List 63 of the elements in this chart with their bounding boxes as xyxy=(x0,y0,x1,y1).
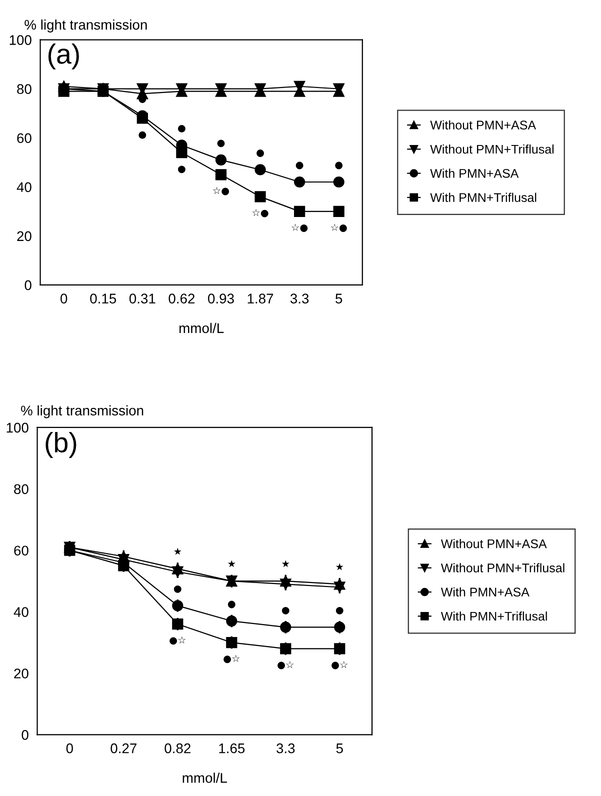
legend-label: With PMN+Triflusal xyxy=(440,611,547,621)
x-tick-label: 3.3 xyxy=(276,743,295,754)
data-label: ●☆ xyxy=(332,660,348,670)
y-tick-label: 60 xyxy=(17,133,32,144)
legend-label: With PMN+Triflusal xyxy=(430,192,536,202)
data-label: ★ xyxy=(174,548,182,555)
data-label: ● xyxy=(174,585,182,593)
data-label: ☆● xyxy=(330,224,347,232)
legend-label: Without PMN+ASA xyxy=(430,120,536,130)
data-label: ☆● xyxy=(292,224,308,232)
x-tick-label: 5 xyxy=(336,294,342,304)
data-label: ● xyxy=(178,166,186,174)
y-tick-label: 0 xyxy=(24,280,32,290)
y-axis-title: % light transmission xyxy=(21,405,144,418)
x-tick-label: 3.3 xyxy=(290,294,309,304)
legend-label: Without PMN+Triflusal xyxy=(430,144,554,154)
data-label: ● xyxy=(282,606,290,614)
data-label: ● xyxy=(296,162,304,170)
y-tick-label: 20 xyxy=(14,668,28,678)
data-label: ● xyxy=(335,162,343,170)
y-tick-label: 80 xyxy=(14,484,28,494)
data-label: ★ xyxy=(282,560,290,568)
y-tick-label: 20 xyxy=(17,231,32,242)
data-label: ● xyxy=(217,140,225,148)
y-tick-label: 100 xyxy=(6,422,28,433)
y-tick-label: 80 xyxy=(17,84,32,94)
y-tick-label: 0 xyxy=(22,730,28,740)
chart-title: (b) xyxy=(46,432,76,458)
data-label: ☆● xyxy=(252,209,268,218)
x-tick-label: 1.87 xyxy=(248,294,274,304)
data-label: ●☆ xyxy=(224,654,240,664)
x-tick-label: 0 xyxy=(60,294,68,304)
legend-label: With PMN+ASA xyxy=(440,587,530,597)
x-tick-label: 0.82 xyxy=(164,743,190,754)
data-label: ● xyxy=(178,125,186,132)
data-label: ● xyxy=(228,600,236,608)
legend-label: Without PMN+ASA xyxy=(440,539,547,548)
x-axis-title: mmol/L xyxy=(179,322,224,334)
data-label: ★ xyxy=(336,563,344,570)
x-tick-label: 0.62 xyxy=(168,294,195,304)
x-tick-label: 0.93 xyxy=(208,294,234,304)
x-axis-title: mmol/L xyxy=(182,772,227,783)
data-label: ● xyxy=(138,131,146,139)
y-tick-label: 40 xyxy=(16,182,32,192)
x-tick-label: 0.31 xyxy=(129,294,156,304)
data-label: ● xyxy=(336,606,344,614)
x-tick-label: 0.15 xyxy=(90,294,116,304)
x-tick-label: 5 xyxy=(336,744,343,754)
y-tick-label: 60 xyxy=(14,546,28,556)
y-tick-label: 100 xyxy=(10,35,32,45)
legend-label: With PMN+ASA xyxy=(430,168,519,178)
data-label: ●☆ xyxy=(278,660,294,670)
y-tick-label: 40 xyxy=(14,607,28,617)
data-label: ●☆ xyxy=(170,636,186,645)
data-label: ● xyxy=(256,150,264,157)
chart-title: (a) xyxy=(48,43,79,70)
data-label: ★ xyxy=(228,560,236,568)
data-label: ☆● xyxy=(213,186,230,196)
x-tick-label: 0 xyxy=(66,743,73,754)
y-axis-title: % light transmission xyxy=(24,20,147,32)
legend-label: Without PMN+Triflusal xyxy=(440,563,564,572)
x-tick-label: 0.27 xyxy=(110,743,136,754)
x-tick-label: 1.65 xyxy=(219,743,245,754)
